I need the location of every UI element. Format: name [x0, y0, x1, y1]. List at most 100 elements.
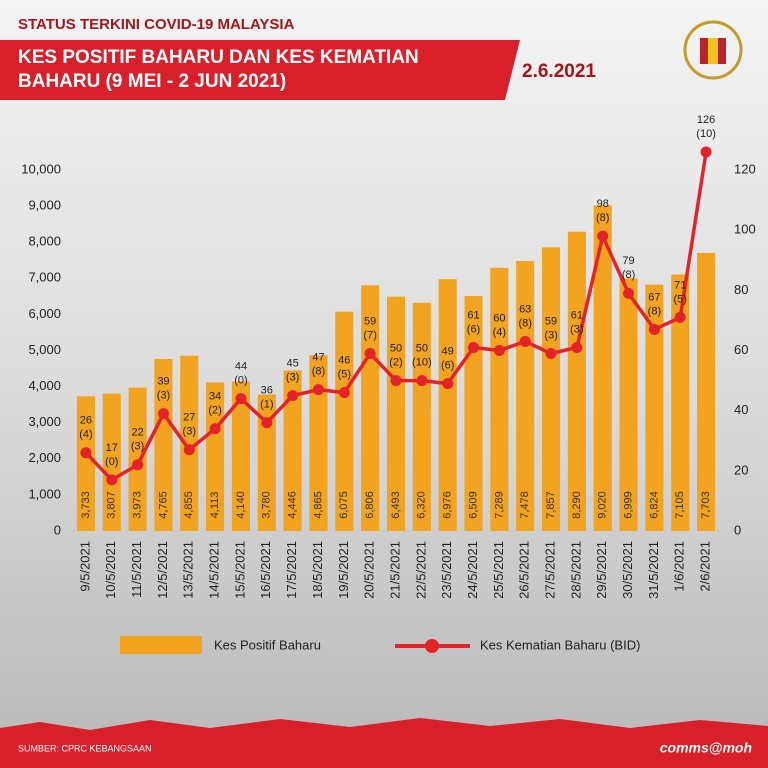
death-value-label: 49 [442, 345, 454, 357]
bar-value-label: 3,807 [106, 491, 118, 519]
y-tick-label: 7,000 [28, 270, 61, 285]
bid-label: (3) [570, 323, 583, 335]
bid-label: (2) [208, 405, 221, 417]
death-value-label: 79 [622, 255, 634, 267]
death-value-label: 45 [287, 358, 299, 370]
y-tick-label: 0 [54, 522, 61, 537]
bid-label: (1) [260, 399, 273, 411]
death-marker [700, 146, 712, 158]
title: KES POSITIF BAHARU DAN KES KEMATIAN [18, 47, 419, 68]
death-value-label: 36 [261, 385, 273, 397]
bid-label: (8) [596, 212, 609, 224]
bar-value-label: 8,290 [571, 491, 583, 519]
bar-value-label: 6,320 [416, 491, 428, 519]
x-tick-label: 16/5/2021 [258, 541, 273, 599]
death-value-label: 71 [674, 279, 686, 291]
x-tick-label: 17/5/2021 [284, 541, 299, 599]
y-tick-label: 9,000 [28, 198, 61, 213]
x-tick-label: 27/5/2021 [542, 541, 557, 599]
credit: comms@moh [660, 740, 752, 756]
x-tick-label: 1/6/2021 [672, 541, 687, 592]
bar-value-label: 6,075 [338, 491, 350, 519]
bar-value-label: 6,806 [364, 491, 376, 519]
x-tick-label: 18/5/2021 [310, 541, 325, 599]
bar-value-label: 7,703 [700, 491, 712, 519]
bar [593, 205, 612, 532]
x-tick-label: 25/5/2021 [491, 541, 506, 599]
x-tick-label: 30/5/2021 [620, 541, 635, 599]
death-value-label: 39 [157, 376, 169, 388]
bar [412, 302, 431, 531]
bid-label: (10) [696, 128, 716, 140]
bar-value-label: 6,999 [622, 491, 634, 519]
bid-label: (6) [467, 323, 480, 335]
death-marker [623, 287, 635, 299]
death-value-label: 61 [467, 309, 479, 321]
bar-value-label: 7,289 [493, 491, 505, 519]
death-marker [416, 375, 428, 387]
bid-label: (3) [286, 372, 299, 384]
bar [76, 396, 95, 531]
bar [102, 393, 121, 531]
death-value-label: 59 [364, 315, 376, 327]
x-tick-label: 9/5/2021 [77, 541, 92, 592]
death-marker [597, 230, 609, 242]
y-tick-label: 2,000 [28, 450, 61, 465]
death-marker [261, 417, 273, 429]
death-value-label: 63 [519, 303, 531, 315]
y2-tick-label: 40 [734, 402, 748, 417]
y2-tick-label: 60 [734, 342, 748, 357]
death-marker [157, 408, 169, 420]
x-tick-label: 2/6/2021 [698, 541, 713, 592]
y-tick-label: 8,000 [28, 234, 61, 249]
death-marker [390, 375, 402, 387]
death-marker [545, 348, 557, 360]
death-marker [312, 384, 324, 396]
y-tick-label: 5,000 [28, 342, 61, 357]
x-tick-label: 19/5/2021 [336, 541, 351, 599]
death-marker [648, 323, 660, 335]
death-marker [442, 378, 454, 390]
bar [231, 381, 251, 531]
bid-label: (10) [412, 356, 432, 368]
bid-label: (8) [622, 269, 635, 281]
crest [683, 20, 743, 80]
bar-value-label: 7,105 [674, 491, 686, 519]
death-marker [106, 474, 118, 486]
title: BAHARU (9 MEI - 2 JUN 2021) [18, 71, 286, 92]
bar-value-label: 3,973 [132, 491, 144, 519]
y-tick-label: 4,000 [28, 378, 61, 393]
bar-value-label: 6,976 [442, 491, 454, 519]
bar-value-label: 6,824 [648, 491, 660, 519]
death-value-label: 26 [80, 415, 92, 427]
death-value-label: 44 [235, 361, 247, 373]
bar [645, 284, 664, 531]
death-value-label: 47 [312, 352, 324, 364]
bar [361, 285, 380, 531]
y2-tick-label: 120 [734, 161, 756, 176]
legend-label: Kes Kematian Baharu (BID) [480, 637, 640, 652]
bid-label: (8) [648, 305, 661, 317]
bar [438, 279, 457, 531]
death-marker [338, 387, 350, 399]
death-marker [571, 341, 583, 353]
bid-label: (6) [441, 359, 454, 371]
x-tick-label: 31/5/2021 [646, 541, 661, 599]
bid-label: (4) [79, 429, 92, 441]
bar [154, 358, 173, 531]
bar [697, 252, 716, 532]
bar-value-label: 6,509 [467, 491, 479, 519]
y2-tick-label: 20 [734, 462, 748, 477]
bid-label: (5) [338, 369, 351, 381]
x-tick-label: 12/5/2021 [155, 541, 170, 599]
bar [309, 355, 328, 531]
bar [619, 278, 638, 531]
death-value-label: 34 [209, 391, 221, 403]
bar-value-label: 6,493 [390, 491, 402, 519]
footer-strip [0, 718, 768, 768]
date: 2.6.2021 [522, 61, 596, 82]
x-tick-label: 20/5/2021 [362, 541, 377, 599]
bar-value-label: 4,865 [312, 491, 324, 519]
bar [257, 394, 276, 531]
bar [283, 370, 302, 531]
